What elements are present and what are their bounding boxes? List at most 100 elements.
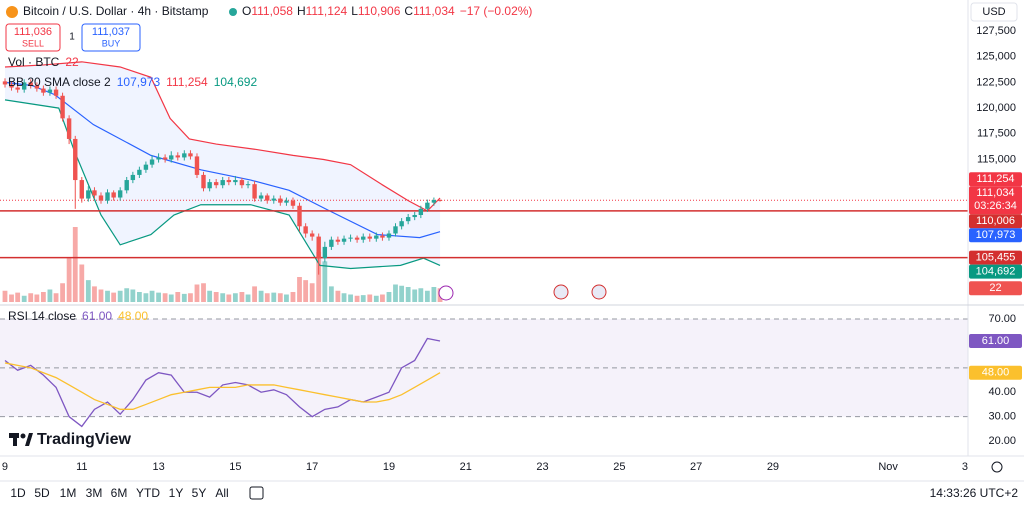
- price-tag: [969, 365, 1022, 380]
- candle-body: [73, 138, 78, 181]
- clock: 14:33:26 UTC+2: [930, 486, 1019, 500]
- candle-body: [361, 236, 366, 240]
- y-tick-label: 30.00: [988, 411, 1016, 423]
- candle-body: [303, 226, 308, 234]
- timeframe-button[interactable]: All: [215, 486, 228, 500]
- buy-label[interactable]: BUY: [102, 38, 121, 48]
- candle-body: [316, 236, 321, 259]
- volume-bar: [316, 252, 322, 302]
- volume-bar: [9, 294, 14, 302]
- timeframe-button[interactable]: 1D: [10, 486, 26, 500]
- volume-bar: [98, 289, 104, 302]
- volume-bar: [373, 295, 379, 302]
- candle-body: [188, 153, 193, 157]
- sell-label[interactable]: SELL: [22, 38, 44, 48]
- volume-bar: [354, 295, 360, 302]
- volume-bar: [21, 295, 27, 302]
- sell-price[interactable]: 111,036: [14, 26, 52, 38]
- volume-bar: [367, 294, 373, 302]
- rsi-value: 61.00: [82, 309, 112, 323]
- timeframe-button[interactable]: 5D: [34, 486, 50, 500]
- timeframe-button[interactable]: 6M: [111, 486, 128, 500]
- timeframe-button[interactable]: 3M: [86, 486, 103, 500]
- volume-bar: [72, 227, 78, 302]
- currency-button[interactable]: USD: [970, 2, 1018, 22]
- timeframe-button[interactable]: YTD: [136, 486, 160, 500]
- price-tag-label: 105,455: [976, 252, 1016, 264]
- volume-bar: [136, 292, 142, 302]
- candle-body: [341, 238, 347, 242]
- plot-layer: [0, 61, 968, 428]
- volume-bar: [328, 286, 334, 302]
- x-tick-label: 25: [613, 461, 625, 473]
- buy-box[interactable]: [81, 23, 141, 52]
- volume-bar: [412, 289, 418, 302]
- ohlc-value: 110,906: [358, 4, 401, 18]
- event-icon[interactable]: [438, 285, 454, 301]
- event-flag[interactable]: [591, 284, 607, 300]
- candle-body: [367, 236, 372, 239]
- line: [4, 99, 441, 270]
- timeframe-button[interactable]: 1Y: [169, 486, 184, 500]
- price-tag-label: 61.00: [982, 335, 1010, 347]
- x-tick-label: 17: [306, 461, 318, 473]
- volume-bar: [143, 293, 149, 302]
- volume-bar: [213, 292, 219, 302]
- logo-mark: [20, 433, 26, 439]
- y-tick-label: 40.00: [988, 386, 1016, 398]
- candle-body: [290, 200, 296, 206]
- buy-price[interactable]: 111,037: [92, 26, 130, 38]
- y-tick-label: 127,500: [976, 25, 1016, 37]
- y-tick-label: 20.00: [988, 435, 1016, 447]
- candle-body: [418, 208, 424, 216]
- candle-body: [226, 180, 232, 183]
- ohlc-value: 111,124: [306, 4, 348, 18]
- rsi-band: [0, 318, 968, 417]
- x-tick-label: 27: [690, 461, 702, 473]
- ohlc-key: C: [404, 4, 413, 18]
- candle-body: [41, 88, 46, 93]
- volume-bar: [232, 293, 238, 302]
- candle-body: [169, 155, 174, 160]
- candle-body: [335, 239, 341, 242]
- settings-icon[interactable]: [991, 461, 1003, 473]
- x-tick-label: 13: [152, 461, 164, 473]
- bb-legend: BB 20 SMA close 2 107,973 111,254 104,692: [8, 75, 257, 89]
- buy-button[interactable]: 111,037 BUY: [81, 23, 141, 52]
- price-tag: [969, 333, 1022, 348]
- price-tag: [969, 264, 1022, 279]
- volume-bar: [239, 292, 245, 302]
- volume-bar: [47, 289, 53, 302]
- calendar-icon[interactable]: [249, 486, 264, 500]
- volume-bar: [66, 258, 72, 302]
- volume-bar: [348, 294, 353, 302]
- x-tick-label: Nov: [878, 461, 898, 473]
- candle-body: [213, 182, 219, 186]
- candle-body: [92, 190, 97, 196]
- candle-body: [28, 82, 33, 86]
- symbol-title: Bitcoin / U.S. Dollar · 4h · Bitstamp: [23, 4, 209, 18]
- price-tag: [969, 228, 1022, 243]
- x-tick-label: 3: [962, 461, 968, 473]
- candle-body: [162, 157, 168, 160]
- sell-box[interactable]: [5, 23, 61, 52]
- event-flag[interactable]: [553, 284, 569, 300]
- market-status: [229, 8, 237, 16]
- volume-bar: [297, 277, 302, 302]
- timeframe-button[interactable]: 5Y: [192, 486, 207, 500]
- volume-bar: [92, 286, 97, 302]
- currency[interactable]: USD: [982, 6, 1005, 18]
- sell-button[interactable]: 111,036 SELL: [5, 23, 61, 52]
- x-tick-label: 9: [2, 461, 8, 473]
- logo-mark: [13, 433, 17, 446]
- currency-box[interactable]: [970, 2, 1018, 22]
- timeframe-button[interactable]: 1M: [60, 486, 77, 500]
- candle-body: [124, 180, 129, 191]
- ohlc-legend: O111,058 H111,124 L110,906 C111,034 −17 (−0.…: [242, 4, 532, 18]
- candle-body: [175, 155, 180, 158]
- volume-bar: [207, 290, 213, 302]
- candle-body: [15, 87, 20, 90]
- candle-body: [34, 85, 40, 89]
